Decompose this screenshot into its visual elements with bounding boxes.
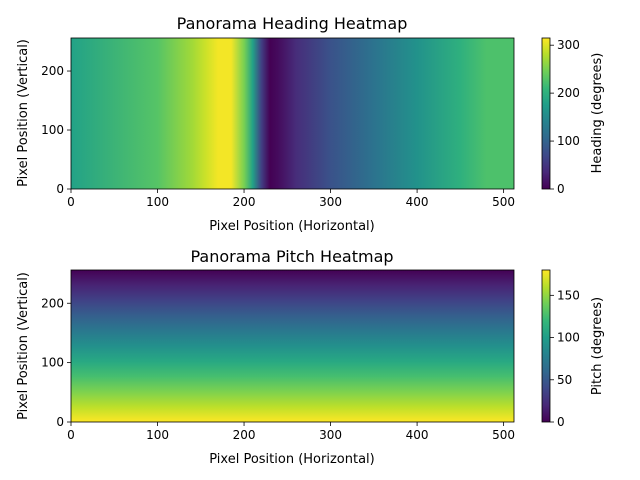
colorbar-tick-label: 150 — [557, 288, 580, 302]
colorbar-tick-label: 300 — [557, 38, 580, 52]
heading-y-axis-label: Pixel Position (Vertical) — [16, 39, 31, 187]
y-tick-label: 100 — [41, 123, 64, 137]
x-tick-label: 300 — [319, 428, 342, 442]
x-tick-label: 400 — [406, 195, 429, 209]
heading-chart-title: Panorama Heading Heatmap — [177, 14, 408, 33]
heading-x-axis-label: Pixel Position (Horizontal) — [209, 219, 374, 234]
colorbar-tick-label: 100 — [557, 134, 580, 148]
heading-colorbar-label: Heading (degrees) — [590, 53, 605, 174]
heading-plot-frame — [70, 37, 515, 190]
colorbar-tick-label: 100 — [557, 331, 580, 345]
colorbar-tick-label: 50 — [557, 373, 572, 387]
x-tick-label: 0 — [67, 195, 75, 209]
pitch-colorbar-label: Pitch (degrees) — [590, 297, 605, 395]
x-tick-label: 100 — [146, 195, 169, 209]
heading-x-axis-ticks: 0 100 200 300 400 500 — [67, 189, 515, 209]
y-tick-label: 100 — [41, 356, 64, 370]
heading-colorbar-frame — [541, 37, 551, 190]
x-tick-label: 200 — [233, 428, 256, 442]
heading-colorbar — [542, 38, 550, 189]
y-tick-label: 200 — [41, 64, 64, 78]
x-tick-label: 400 — [406, 428, 429, 442]
colorbar-tick-label: 200 — [557, 86, 580, 100]
x-tick-label: 500 — [492, 195, 515, 209]
y-tick-label: 200 — [41, 296, 64, 310]
colorbar-tick-label: 0 — [557, 182, 565, 196]
pitch-x-axis-label: Pixel Position (Horizontal) — [209, 452, 374, 467]
pitch-heatmap-image — [71, 270, 514, 422]
y-tick-label: 0 — [56, 415, 64, 429]
x-tick-label: 0 — [67, 428, 75, 442]
pitch-colorbar-frame — [541, 269, 551, 423]
heading-heatmap-image — [71, 38, 514, 189]
pitch-y-axis-label: Pixel Position (Vertical) — [16, 272, 31, 420]
pitch-plot-frame — [70, 269, 515, 423]
heading-panel: Panorama Heading Heatmap 0 100 200 300 400 50… — [16, 14, 605, 234]
x-tick-label: 200 — [233, 195, 256, 209]
x-tick-label: 100 — [146, 428, 169, 442]
pitch-x-axis-ticks: 0 100 200 300 400 500 — [67, 422, 515, 442]
pitch-colorbar — [542, 270, 550, 422]
pitch-panel: Panorama Pitch Heatmap 0 100 200 300 400 500 … — [16, 247, 605, 467]
heading-y-axis-ticks: 0 100 200 — [41, 64, 71, 196]
x-tick-label: 300 — [319, 195, 342, 209]
pitch-chart-title: Panorama Pitch Heatmap — [190, 247, 393, 266]
pitch-colorbar-ticks: 0 50 100 150 — [550, 288, 580, 429]
colorbar-tick-label: 0 — [557, 415, 565, 429]
x-tick-label: 500 — [492, 428, 515, 442]
y-tick-label: 0 — [56, 182, 64, 196]
pitch-y-axis-ticks: 0 100 200 — [41, 296, 71, 429]
heading-colorbar-ticks: 0 100 200 300 — [550, 38, 580, 196]
